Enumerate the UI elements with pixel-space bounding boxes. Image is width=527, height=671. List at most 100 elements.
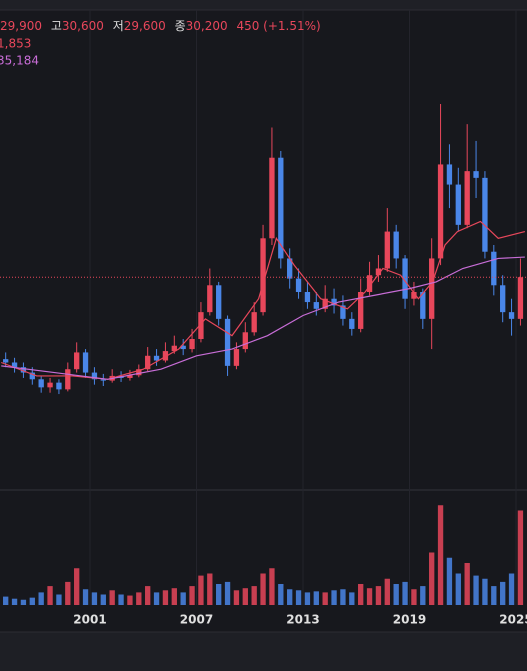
volume-bar <box>82 589 89 605</box>
candle-body <box>482 177 488 252</box>
volume-bar <box>366 588 373 605</box>
x-tick-label: 2025 <box>499 613 527 627</box>
volume-bar <box>473 575 479 605</box>
candle-body <box>127 375 133 378</box>
candle-body <box>304 292 311 303</box>
candle-body <box>278 157 284 259</box>
volume-bar <box>11 598 18 605</box>
volume-bar <box>446 557 453 605</box>
candle-body <box>411 292 417 299</box>
volume-bar <box>437 505 444 605</box>
candle-body <box>233 349 240 366</box>
x-tick-label: 2019 <box>393 613 426 627</box>
candle-body <box>224 318 231 366</box>
candle-body <box>20 367 27 373</box>
candle-body <box>171 345 177 352</box>
candle-body <box>65 369 71 390</box>
volume-bar <box>464 563 470 605</box>
candle-body <box>287 258 293 279</box>
volume-bar <box>349 592 355 605</box>
change: 450 (+1.51%) <box>236 19 320 33</box>
candle-body <box>349 318 355 329</box>
volume-bar <box>508 573 515 605</box>
candle-body <box>375 268 382 276</box>
volume-bar <box>171 588 177 605</box>
close: 30,200 <box>186 19 228 33</box>
volume-bar <box>313 591 319 605</box>
volume-bar <box>482 578 488 605</box>
volume-bar <box>56 594 62 605</box>
volume-bar <box>38 592 44 605</box>
volume-bar <box>3 596 9 605</box>
candle-body <box>251 312 257 333</box>
volume-bar <box>455 573 461 605</box>
volume-bar <box>162 590 169 605</box>
candle-body <box>393 231 399 259</box>
volume-bar <box>153 592 160 605</box>
volume-bar <box>340 589 346 605</box>
volume-bar <box>331 590 337 605</box>
volume-bar <box>20 599 27 605</box>
candle-body <box>38 379 44 388</box>
volume-bar <box>251 586 257 605</box>
low-label: 저 <box>113 19 124 33</box>
candle-body <box>446 164 453 185</box>
volume-bar <box>420 586 426 605</box>
volume-bar <box>118 594 124 605</box>
candle-body <box>366 275 373 292</box>
volume-bar <box>74 568 80 605</box>
volume-bar <box>375 586 382 605</box>
volume-bar <box>358 584 364 605</box>
candle-body <box>91 372 98 380</box>
volume-bar <box>65 581 71 605</box>
volume-bar <box>322 592 328 605</box>
volume-bar <box>242 588 248 605</box>
x-tick-label: 2001 <box>73 613 106 627</box>
candle-body <box>295 278 302 292</box>
candle-body <box>242 332 248 350</box>
candle-body <box>269 157 275 239</box>
volume-bar <box>136 592 142 605</box>
candle-body <box>491 251 497 286</box>
candle-body <box>3 359 9 363</box>
volume-bar <box>180 592 186 605</box>
moving-average-line <box>1 220 526 380</box>
candle-body <box>47 382 53 388</box>
candle-body <box>56 382 62 390</box>
volume-bar <box>47 586 53 605</box>
candle-body <box>331 298 337 306</box>
candle-body <box>180 345 186 350</box>
volume-bar <box>91 592 98 605</box>
candle-body <box>207 285 213 313</box>
volume-bar <box>295 590 302 605</box>
candle-body <box>384 231 390 269</box>
legend-ma-1: 1,853 <box>0 37 31 51</box>
candle-body <box>464 171 470 225</box>
volume-bar <box>269 568 275 605</box>
low: 29,600 <box>124 19 166 33</box>
volume-bar <box>287 589 293 605</box>
candle-body <box>74 352 80 370</box>
volume-bar <box>127 595 133 605</box>
volume-bar <box>224 581 231 605</box>
candle-body <box>429 258 435 319</box>
candle-body <box>82 352 89 373</box>
candle-body <box>455 184 461 225</box>
candle-body <box>11 362 18 368</box>
volume-bar <box>216 584 222 605</box>
volume-bar <box>189 586 195 605</box>
high-label: 고 <box>51 19 62 33</box>
volume-bar <box>500 581 506 605</box>
candle-body <box>162 351 169 361</box>
candle-body <box>153 355 160 361</box>
volume-bar <box>233 590 240 605</box>
volume-bar <box>491 586 497 605</box>
volume-bar <box>260 573 266 605</box>
legend-ma-2: 35,184 <box>0 54 39 68</box>
candle-body <box>358 292 364 329</box>
candle-body <box>198 312 204 339</box>
candle-body <box>437 164 444 259</box>
x-tick-label: 2013 <box>286 613 319 627</box>
volume-bar <box>100 594 106 605</box>
